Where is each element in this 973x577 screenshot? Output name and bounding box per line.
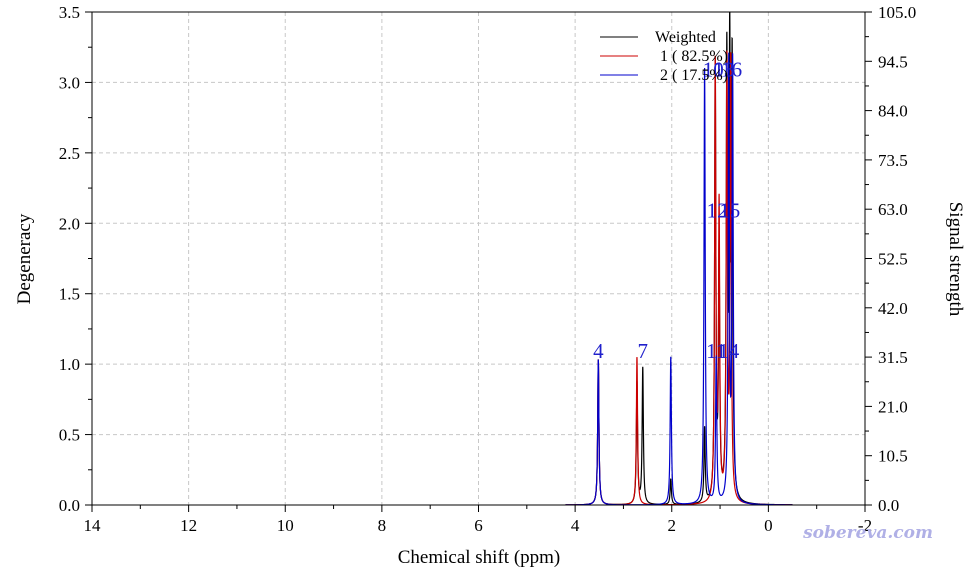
y2-tick-label: 21.0 xyxy=(878,397,908,416)
degeneracy-label: 15 xyxy=(719,198,740,222)
y2-tick-label: 31.5 xyxy=(878,348,908,367)
watermark-text: sobereva.com xyxy=(802,523,933,543)
spectrum-peaks xyxy=(565,12,793,505)
degeneracy-label: 7 xyxy=(638,339,649,363)
y-tick-label: 0.0 xyxy=(59,496,80,515)
y2-tick-label: 84.0 xyxy=(878,102,908,121)
x-tick-label: -2 xyxy=(858,516,872,535)
y2-tick-label: 10.5 xyxy=(878,447,908,466)
y-tick-label: 2.5 xyxy=(59,144,80,163)
x-axis-title: Chemical shift (ppm) xyxy=(398,547,561,568)
axes: 14 12 10 8 6 4 2 0 -2 0.0 0.5 1.0 1.5 2.0 2.5 3.0 3.5 0.0… xyxy=(59,3,917,535)
x-tick-label: 6 xyxy=(474,516,483,535)
y2-tick-label: 42.0 xyxy=(878,299,908,318)
spectrum-line-series-2 xyxy=(565,52,793,505)
y2-tick-label: 0.0 xyxy=(878,496,899,515)
y-tick-label: 3.0 xyxy=(59,73,80,92)
x-tick-label: 12 xyxy=(180,516,197,535)
y2-tick-label: 73.5 xyxy=(878,151,908,170)
y2-tick-label: 63.0 xyxy=(878,200,908,219)
degeneracy-label: 13 xyxy=(713,57,734,81)
x-tick-label: 4 xyxy=(571,516,580,535)
degeneracy-label: 14 xyxy=(718,339,740,363)
x-tick-label: 0 xyxy=(764,516,773,535)
y2-tick-label: 52.5 xyxy=(878,250,908,269)
y2-tick-label: 105.0 xyxy=(878,3,916,22)
y-tick-label: 1.5 xyxy=(59,285,80,304)
x-tick-label: 10 xyxy=(277,516,294,535)
y-tick-label: 2.0 xyxy=(59,214,80,233)
degeneracy-label: 12 xyxy=(707,198,728,222)
y2-tick-label: 94.5 xyxy=(878,52,908,71)
x-tick-label: 8 xyxy=(378,516,387,535)
x-tick-label: 2 xyxy=(668,516,677,535)
legend-label-conformer-1: 1 ( 82.5%) xyxy=(660,48,728,65)
legend: Weighted 1 ( 82.5%) 2 ( 17.5%) xyxy=(600,29,728,84)
y-tick-label: 1.0 xyxy=(59,355,80,374)
legend-label-weighted: Weighted xyxy=(655,29,716,46)
grid-lines xyxy=(92,12,865,505)
degeneracy-label: 11 xyxy=(706,339,726,363)
y-axis-title: Degeneracy xyxy=(14,213,35,304)
degeneracy-label: 16 xyxy=(721,57,742,81)
y2-axis-title: Signal strength xyxy=(945,202,966,317)
degeneracy-label: 10 xyxy=(703,57,724,81)
y-tick-label: 3.5 xyxy=(59,3,80,22)
degeneracy-label: 4 xyxy=(593,339,604,363)
y-tick-label: 0.5 xyxy=(59,426,80,445)
legend-label-conformer-2: 2 ( 17.5%) xyxy=(660,67,728,84)
x-tick-label: 14 xyxy=(84,516,102,535)
